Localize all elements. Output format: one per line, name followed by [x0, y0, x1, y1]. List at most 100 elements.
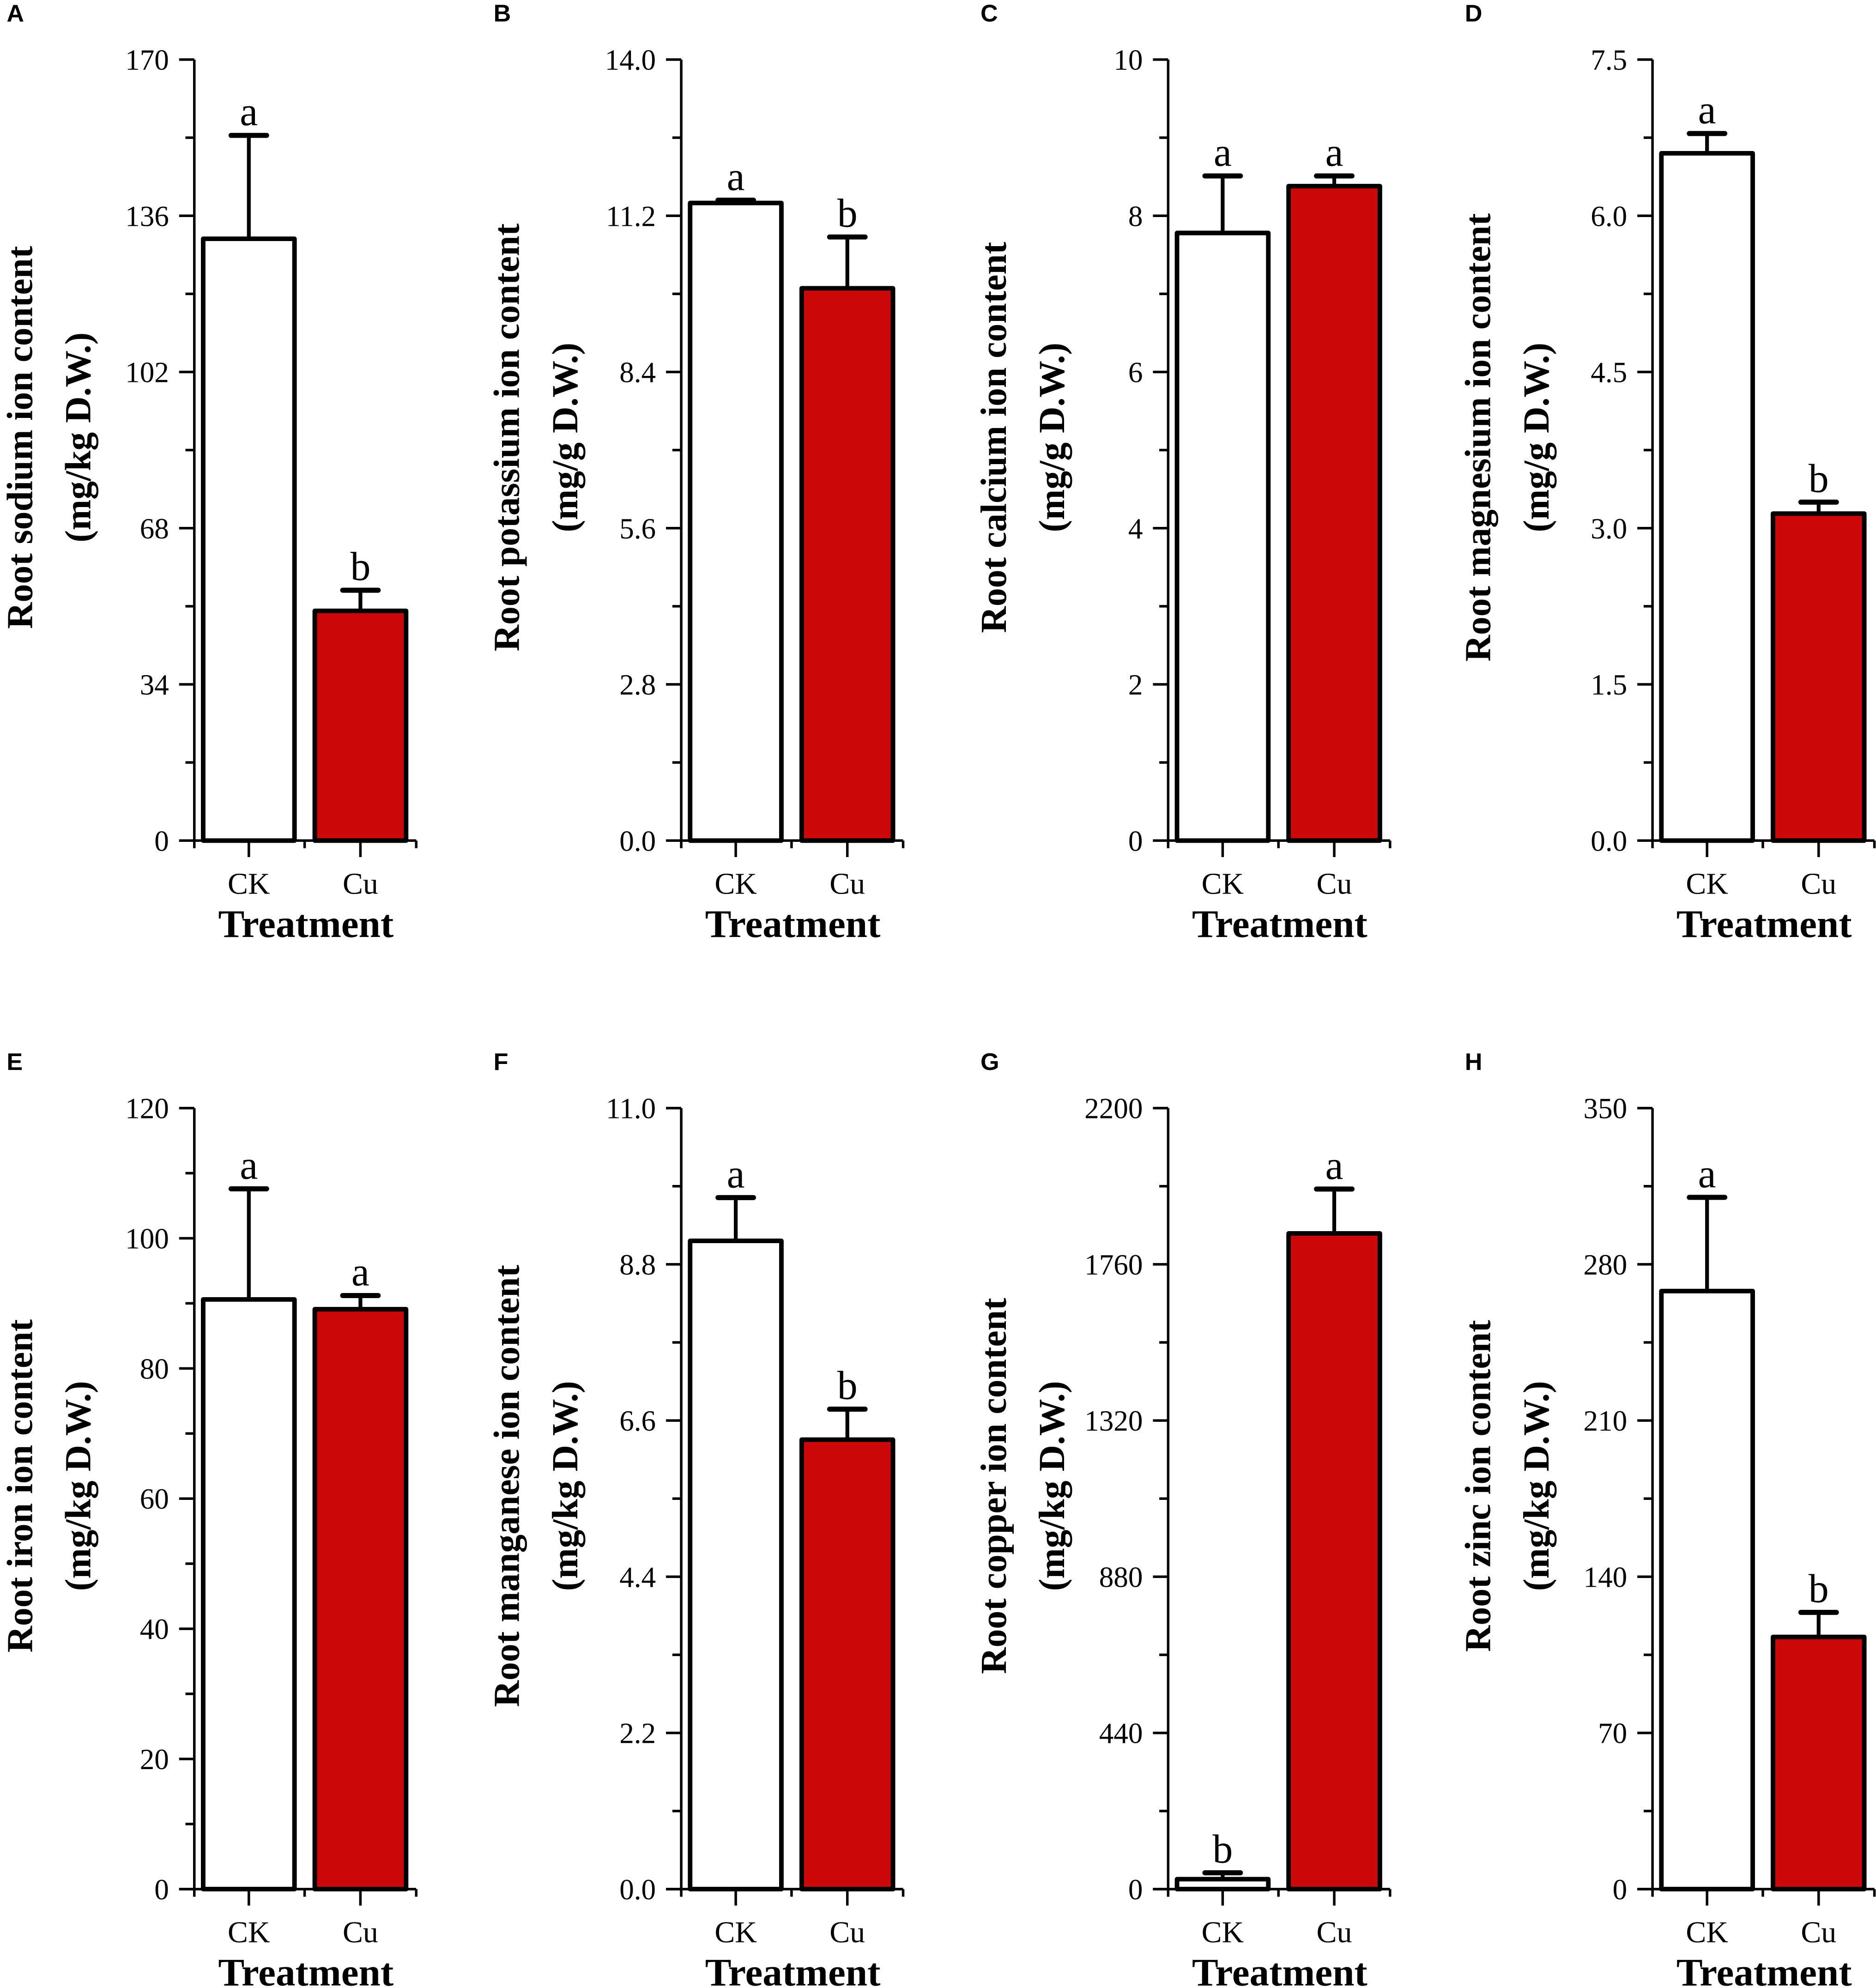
y-tick-label: 350: [1584, 1093, 1628, 1125]
significance-letter: b: [1212, 1827, 1233, 1872]
x-tick-label: CK: [714, 1915, 757, 1949]
y-tick-label: 2200: [1084, 1093, 1143, 1125]
x-tick-label: CK: [714, 867, 757, 901]
y-tick-label: 34: [140, 669, 169, 701]
x-tick-label: CK: [1686, 867, 1728, 901]
y-tick-label: 0: [1613, 1873, 1628, 1906]
significance-letter: b: [1809, 1567, 1829, 1612]
y-tick-label: 140: [1584, 1561, 1628, 1593]
bar-ck: [1174, 230, 1271, 843]
significance-letter: a: [240, 1143, 258, 1188]
bar-cu: [312, 1307, 409, 1891]
y-tick-label: 880: [1099, 1561, 1143, 1593]
y-axis-unit: (mg/g D.W.): [1032, 343, 1072, 532]
panel-label: G: [980, 1049, 999, 1076]
panel-label: H: [1465, 1049, 1483, 1076]
significance-letter: a: [727, 1152, 745, 1196]
y-tick-label: 8.4: [619, 357, 656, 389]
y-tick-label: 0: [1128, 1873, 1143, 1906]
x-tick-label: Cu: [829, 1915, 865, 1949]
y-tick-label: 4.4: [619, 1561, 656, 1593]
y-tick-label: 6.6: [619, 1405, 656, 1437]
y-tick-label: 0: [154, 1873, 169, 1906]
y-axis-unit: (mg/kg D.W.): [58, 1381, 99, 1591]
y-tick-label: 80: [140, 1353, 169, 1385]
bar-cu: [799, 1437, 896, 1891]
y-tick-label: 70: [1598, 1717, 1627, 1750]
y-tick-label: 102: [125, 357, 169, 389]
y-axis-title: Root magnesium ion content: [1458, 213, 1499, 661]
y-axis-unit: (mg/g D.W.): [545, 343, 586, 532]
bar-ck: [688, 200, 784, 843]
x-tick-label: CK: [1202, 1915, 1244, 1949]
y-axis-title: Root iron ion content: [0, 1319, 40, 1652]
y-tick-label: 7.5: [1591, 44, 1627, 76]
panel-label: E: [6, 1049, 23, 1076]
x-axis-title: Treatment: [1192, 902, 1368, 946]
x-axis-title: Treatment: [218, 1951, 393, 1988]
y-axis-unit: (mg/kg D.W.): [545, 1381, 586, 1591]
panel-c: Ca CK a Cu 0 2 4 6 8 10 Treatment Root calcium ion …: [974, 0, 1392, 946]
bar-ck: [1659, 1288, 1755, 1891]
panel-d: Da CK b Cu 0.0 1.5 3.0 4.5 6.0 7.5 Treatment Root m…: [1458, 0, 1876, 946]
bar-cu: [1286, 1231, 1382, 1891]
panel-h: Ha CK b Cu 0 70 140 210 280 350 Treatment Root zinc…: [1458, 1049, 1876, 1988]
y-tick-label: 136: [125, 200, 169, 232]
y-tick-label: 4.5: [1591, 357, 1627, 389]
y-tick-label: 11.2: [606, 200, 656, 232]
bar-cu: [312, 608, 409, 843]
y-tick-label: 20: [140, 1743, 169, 1776]
bar-ck: [1659, 151, 1755, 843]
bar-cu: [1770, 511, 1867, 843]
significance-letter: a: [1698, 1152, 1716, 1196]
significance-letter: a: [1214, 130, 1232, 175]
y-tick-label: 5.6: [619, 513, 656, 545]
significance-letter: a: [351, 1250, 369, 1295]
x-tick-label: Cu: [1317, 1915, 1352, 1949]
panel-a: Aa CK b Cu 0 34 68 102 136 170 Treatment Root sodiu…: [0, 0, 418, 946]
y-tick-label: 3.0: [1591, 513, 1627, 545]
panel-label: A: [6, 0, 24, 27]
y-axis-title: Root zinc ion content: [1458, 1320, 1499, 1652]
y-axis-unit: (mg/kg D.W.): [58, 332, 99, 543]
y-tick-label: 0: [1128, 825, 1143, 857]
y-axis-title: Root potassium ion content: [487, 223, 527, 651]
panel-label: F: [494, 1049, 508, 1076]
y-tick-label: 0.0: [619, 825, 656, 857]
x-tick-label: CK: [228, 867, 270, 901]
y-tick-label: 11.0: [606, 1093, 656, 1125]
y-tick-label: 2.8: [619, 669, 656, 701]
x-axis-title: Treatment: [705, 902, 881, 946]
bar-cu: [1286, 184, 1382, 843]
panel-label: C: [980, 0, 998, 27]
panel-b: Ba CK b Cu 0.0 2.8 5.6 8.4 11.2 14.0 Treatment Root…: [487, 0, 905, 946]
x-axis-title: Treatment: [218, 902, 393, 946]
y-tick-label: 1320: [1084, 1405, 1143, 1437]
y-tick-label: 4: [1128, 513, 1143, 545]
y-tick-label: 170: [125, 44, 169, 76]
bar-ck: [1174, 1877, 1271, 1891]
y-tick-label: 10: [1113, 44, 1143, 76]
y-tick-label: 1760: [1084, 1249, 1143, 1281]
panel-label: B: [494, 0, 511, 27]
y-tick-label: 100: [125, 1222, 169, 1255]
y-tick-label: 14.0: [605, 44, 656, 76]
significance-letter: b: [837, 1364, 858, 1408]
y-tick-label: 2.2: [619, 1717, 656, 1750]
y-tick-label: 8.8: [619, 1249, 656, 1281]
y-tick-label: 0: [154, 825, 169, 857]
bar-ck: [688, 1239, 784, 1891]
y-tick-label: 40: [140, 1613, 169, 1645]
y-tick-label: 2: [1128, 669, 1143, 701]
x-tick-label: Cu: [343, 867, 378, 901]
x-axis-title: Treatment: [1192, 1951, 1368, 1988]
x-tick-label: CK: [1202, 867, 1244, 901]
y-axis-title: Root calcium ion content: [974, 242, 1014, 633]
x-axis-title: Treatment: [1676, 902, 1852, 946]
x-tick-label: CK: [228, 1915, 270, 1949]
x-axis-title: Treatment: [1676, 1951, 1852, 1988]
significance-letter: a: [1325, 1143, 1343, 1188]
panel-label: D: [1465, 0, 1483, 27]
panel-g: Gb CK a Cu 0 440 880 1320 1760 2200 Treatment Root …: [974, 1049, 1392, 1988]
significance-letter: b: [837, 191, 858, 236]
